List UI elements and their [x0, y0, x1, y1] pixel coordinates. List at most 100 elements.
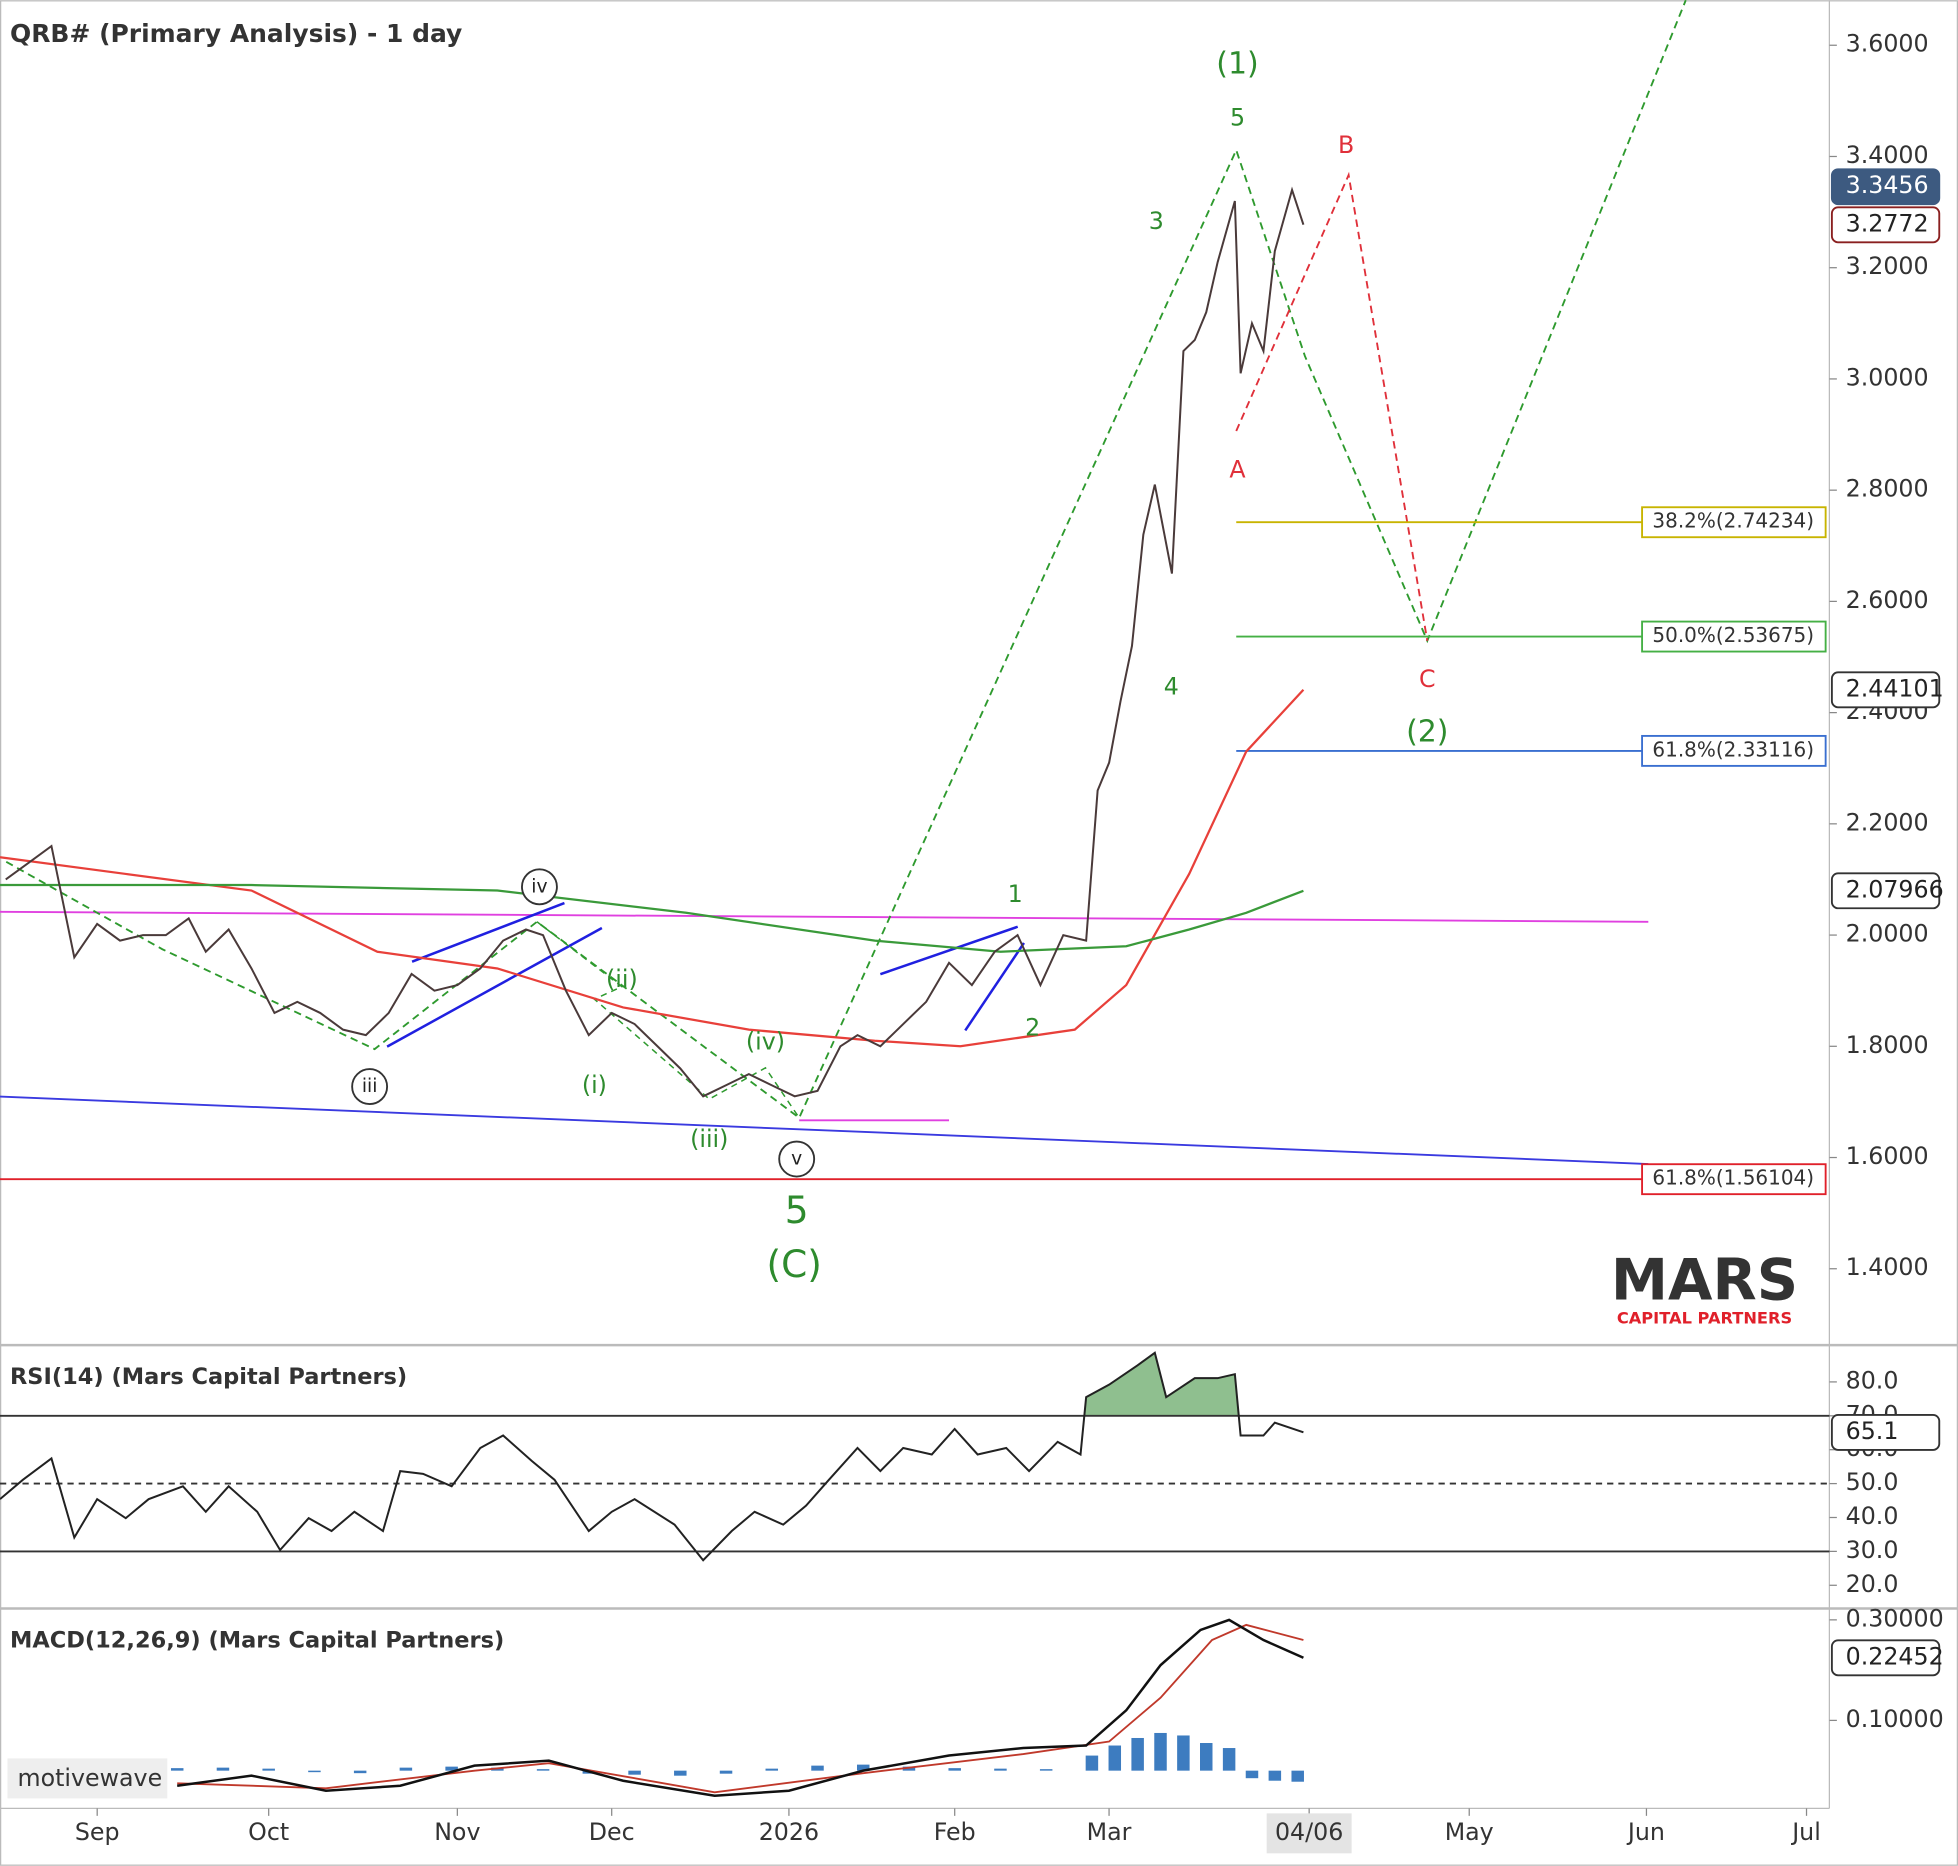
fib-label: 38.2%(2.74234): [1652, 509, 1814, 533]
wave-circle: [778, 1140, 816, 1178]
chart-title: QRB# (Primary Analysis) - 1 day: [10, 19, 462, 48]
wave-label: iii: [362, 1076, 378, 1097]
wave-label: (1): [1216, 47, 1258, 82]
rsi-line: [0, 1351, 1304, 1562]
y-tick-label: 2.8000: [1846, 475, 1929, 503]
watermark: motivewave: [17, 1764, 162, 1792]
y-tick-label: 3.4000: [1846, 141, 1929, 169]
histogram-bar: [445, 1766, 458, 1771]
histogram-bar: [948, 1768, 961, 1771]
x-tick-label: Oct: [248, 1818, 289, 1846]
fib-label-box: [1641, 1163, 1827, 1196]
histogram-bar: [856, 1764, 870, 1771]
value-label: 0.22452: [1846, 1642, 1944, 1670]
y-tick-label: 0.10000: [1846, 1705, 1944, 1733]
channel-line: [964, 942, 1025, 1032]
histogram-bar: [1085, 1755, 1099, 1771]
panel-title: MACD(12,26,9) (Mars Capital Partners): [10, 1628, 504, 1654]
wave-label: 4: [1164, 673, 1179, 701]
y-tick-label: 30.0: [1846, 1536, 1899, 1564]
wave-drawings: [0, 0, 1687, 1165]
x-highlight: [1266, 1813, 1352, 1854]
watermark-bg: [7, 1758, 168, 1799]
wave-label: (iv): [746, 1027, 785, 1055]
y-tick-label: 3.0000: [1846, 363, 1929, 391]
value-box: [1830, 168, 1941, 206]
histogram-bar: [1108, 1745, 1122, 1771]
histogram-bar: [1200, 1743, 1213, 1771]
wave-projection: [5, 0, 1687, 1120]
value-box: [1830, 206, 1941, 244]
histogram-bar: [308, 1770, 321, 1773]
wave-label: v: [791, 1149, 802, 1170]
wave-label: (C): [766, 1242, 821, 1286]
x-tick-label: Sep: [75, 1818, 120, 1846]
histogram-bar: [170, 1768, 184, 1771]
x-tick-label: 04/06: [1275, 1818, 1343, 1846]
y-tick-label: 2.0000: [1846, 920, 1929, 948]
x-tick-label: Mar: [1087, 1818, 1132, 1846]
histogram-bar: [536, 1769, 550, 1771]
histogram-bar: [902, 1766, 916, 1771]
fib-label-box: [1641, 506, 1827, 539]
value-label: 2.07966: [1846, 875, 1944, 903]
fib-label: 61.8%(1.56104): [1652, 1166, 1814, 1190]
level-line: [0, 910, 1649, 923]
histogram-bar: [994, 1768, 1007, 1771]
wave-label: 5: [1230, 103, 1245, 131]
y-tick-label: 2.2000: [1846, 808, 1929, 836]
value-box: [1830, 1413, 1941, 1451]
panel-title: RSI(14) (Mars Capital Partners): [10, 1364, 407, 1390]
wave-label: (ii): [606, 965, 638, 993]
value-label: 65.1: [1846, 1417, 1899, 1445]
y-tick-label: 1.6000: [1846, 1142, 1929, 1170]
histogram-bar: [1039, 1769, 1053, 1771]
channel-line: [411, 901, 565, 963]
price-line: [5, 186, 1305, 1098]
value-box: [1830, 872, 1941, 910]
fib-label-box: [1641, 620, 1827, 653]
y-tick-label: 40.0: [1846, 1502, 1899, 1530]
fib-label: 61.8%(2.33116): [1652, 737, 1814, 761]
x-tick-label: Dec: [589, 1818, 635, 1846]
wave-label: 1: [1008, 880, 1023, 908]
y-tick-label: 80.0: [1846, 1366, 1899, 1394]
trend-line: [0, 1095, 1649, 1165]
channel-line: [386, 926, 603, 1048]
y-tick-label: 20.0: [1846, 1570, 1899, 1598]
wave-label: A: [1229, 455, 1246, 483]
histogram-bar: [1154, 1732, 1167, 1771]
histogram-bar: [628, 1770, 641, 1775]
wave-label: (iii): [690, 1125, 728, 1153]
overbought-fill: [0, 1352, 1304, 1416]
y-tick-label: 3.6000: [1846, 30, 1929, 58]
histogram-bar: [353, 1770, 367, 1774]
subwave-path: [536, 921, 800, 1119]
histogram-bar: [1131, 1737, 1144, 1771]
histogram-bar: [1268, 1770, 1282, 1781]
y-tick-label: 0.30000: [1846, 1604, 1944, 1632]
wave-label: C: [1419, 665, 1436, 693]
value-label: 3.2772: [1846, 209, 1929, 237]
histogram-bar: [262, 1768, 275, 1771]
wave-label: 5: [785, 1188, 809, 1232]
histogram-bar: [719, 1770, 733, 1774]
value-label: 2.44101: [1846, 674, 1944, 702]
abc-projection: [1235, 171, 1429, 641]
histogram-bar: [811, 1765, 824, 1771]
histogram-bar: [674, 1770, 687, 1776]
value-box: [1830, 671, 1941, 709]
histogram-bar: [765, 1768, 779, 1771]
histogram-bar: [1291, 1770, 1304, 1782]
wave-label: 2: [1025, 1014, 1040, 1042]
x-tick-label: 2026: [759, 1818, 819, 1846]
y-tick-label: 1.8000: [1846, 1031, 1929, 1059]
moving-average: [0, 883, 1304, 953]
value-label: 3.3456: [1846, 171, 1929, 199]
y-tick-label: 50.0: [1846, 1468, 1899, 1496]
channel-line: [879, 925, 1019, 976]
value-box: [1830, 1639, 1941, 1677]
